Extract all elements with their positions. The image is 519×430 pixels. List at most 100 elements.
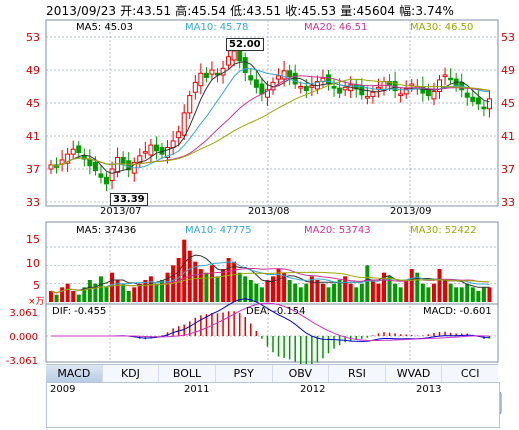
candle-body [248, 75, 254, 81]
candle-body [81, 155, 87, 160]
volume-bar [60, 287, 65, 302]
volume-bar [481, 287, 486, 302]
quote-volume: 45604 [356, 4, 396, 18]
tab-wvad[interactable]: WVAD [386, 365, 443, 382]
vol-ma20-label: MA20: 53743 [304, 225, 371, 236]
volume-bar [93, 283, 98, 302]
candle-body [237, 50, 243, 62]
nav-year-2011: 2011 [184, 384, 210, 395]
tab-kdj[interactable]: KDJ [103, 365, 160, 382]
price-ma5-line [50, 61, 490, 174]
change-label: 幅: [399, 4, 416, 18]
volume-bar [320, 283, 325, 302]
low-label: 低: [230, 4, 247, 18]
candle-body [337, 87, 343, 94]
nav-year-2009: 2009 [50, 384, 76, 395]
candle-body [425, 89, 431, 97]
candle-body [165, 147, 171, 158]
candle-body [370, 91, 376, 97]
candle-body [264, 89, 270, 98]
candle-body [76, 145, 82, 153]
quote-header: 2013/09/23 开:43.51 高:45.54 低:43.51 收:45.… [46, 2, 454, 19]
volume-bar [309, 276, 314, 302]
volume-bar [370, 280, 375, 302]
volume-bar [298, 287, 303, 302]
candle-body [486, 98, 492, 110]
candle-body [309, 85, 315, 88]
volume-bar [65, 283, 70, 302]
candle-body [259, 83, 265, 95]
volume-bar [376, 283, 381, 302]
tab-macd[interactable]: MACD [46, 365, 103, 382]
volume-bar [293, 283, 298, 302]
volume-bar [282, 272, 287, 302]
price-tick-right-49: 49 [501, 64, 515, 77]
high-price-marker: 52.00 [226, 38, 264, 51]
volume-bar [431, 283, 436, 302]
volume-bar [409, 269, 414, 302]
vol-tick-15: 15 [26, 233, 40, 246]
volume-bar [443, 280, 448, 302]
price-tick-right-41: 41 [501, 130, 515, 143]
candle-body [181, 112, 187, 136]
volume-bar [476, 291, 481, 302]
volume-bar [426, 287, 431, 302]
price-ma10-line [50, 67, 490, 169]
vol-ma10-label: MA10: 47775 [185, 225, 252, 236]
tab-psy[interactable]: PSY [216, 365, 273, 382]
macd-tick-top: 3.061 [9, 308, 38, 319]
volume-bar [49, 291, 53, 302]
volume-bar [470, 287, 475, 302]
candle-body [192, 81, 198, 93]
volume-bar [343, 276, 348, 302]
volume-bar [315, 280, 320, 302]
candle-body [253, 79, 259, 88]
volume-bar [193, 261, 198, 302]
price-tick-left-45: 45 [26, 97, 40, 110]
tab-obv[interactable]: OBV [273, 365, 330, 382]
macd-tick-bottom: -3.061 [5, 356, 38, 367]
candle-body [142, 151, 148, 154]
low-price-marker: 33.39 [110, 193, 148, 206]
volume-bar [232, 261, 237, 302]
volume-bar [209, 265, 214, 302]
candle-body [375, 86, 381, 90]
volume-bar [148, 276, 153, 302]
tab-boll[interactable]: BOLL [159, 365, 216, 382]
candle-body [464, 92, 470, 98]
volume-bar [221, 269, 226, 302]
volume-bar [176, 258, 181, 302]
indicator-tabs: MACD KDJ BOLL PSY OBV RSI WVAD CCI [46, 364, 498, 383]
quote-close: 45.53 [301, 4, 337, 18]
tab-cci[interactable]: CCI [460, 367, 480, 380]
price-tick-right-33: 33 [501, 196, 515, 209]
volume-bar [76, 294, 81, 302]
candle-body [120, 156, 126, 165]
price-tick-right-45: 45 [501, 97, 515, 110]
candle-body [226, 56, 232, 66]
candle-body [448, 77, 454, 81]
price-tick-left-41: 41 [26, 130, 40, 143]
range-navigator[interactable] [46, 382, 500, 428]
volume-bar [304, 283, 309, 302]
tab-rsi[interactable]: RSI [329, 365, 386, 382]
candle-body [481, 106, 487, 110]
volume-bar [137, 283, 142, 302]
price-tick-left-37: 37 [26, 163, 40, 176]
price-tick-left-53: 53 [26, 31, 40, 44]
price-ma30-line [50, 78, 490, 167]
volume-bar [71, 291, 76, 302]
volume-bar [237, 272, 242, 302]
price-tick-right-37: 37 [501, 163, 515, 176]
candle-body [109, 168, 115, 182]
quote-change: 3.74% [415, 4, 454, 18]
volume-label: 量: [340, 4, 357, 18]
volume-bar [393, 283, 398, 302]
macd-panel-frame [45, 303, 499, 363]
price-ma5-label: MA5: 45.03 [76, 22, 134, 33]
volume-bar [459, 287, 464, 302]
volume-bar [354, 287, 359, 302]
candle-body [387, 81, 393, 86]
candle-body [287, 70, 293, 78]
